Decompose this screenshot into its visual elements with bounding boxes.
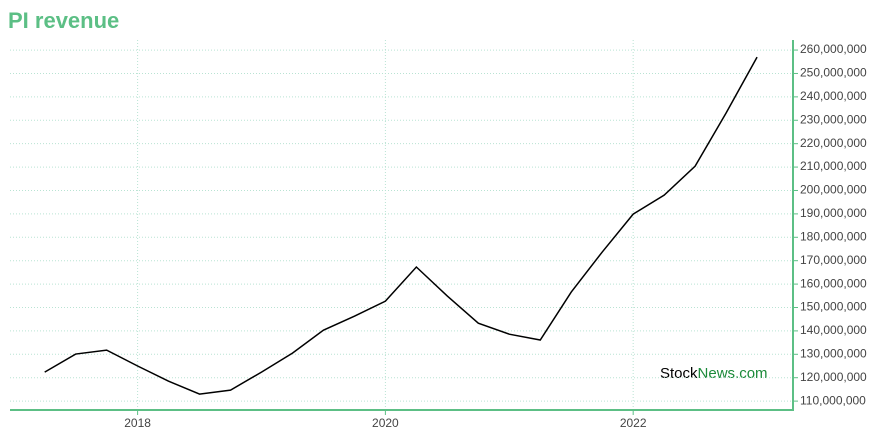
watermark: StockNews.com	[660, 365, 768, 382]
y-tick-label: 180,000,000	[800, 229, 867, 243]
line	[44, 56, 758, 395]
y-tick-label: 240,000,000	[800, 89, 867, 103]
y-tick-label: 230,000,000	[800, 112, 867, 126]
x-tick-label: 2020	[372, 416, 399, 430]
y-tick-label: 140,000,000	[800, 323, 867, 337]
y-tick-label: 250,000,000	[800, 66, 867, 80]
y-tick-label: 190,000,000	[800, 206, 867, 220]
watermark-part: Stock	[660, 365, 698, 382]
y-tick-label: 120,000,000	[800, 370, 867, 384]
y-tick-label: 220,000,000	[800, 136, 867, 150]
x-tick-label: 2018	[124, 416, 151, 430]
y-tick-label: 130,000,000	[800, 346, 867, 360]
y-tick-label: 200,000,000	[800, 183, 867, 197]
y-tick-label: 160,000,000	[800, 276, 867, 290]
x-tick-label: 2022	[620, 416, 647, 430]
chart-title: PI revenue	[8, 8, 119, 33]
y-tick-label: 260,000,000	[800, 42, 867, 56]
y-tick-label: 110,000,000	[800, 393, 866, 407]
watermark-part: News.com	[698, 365, 768, 382]
y-tick-label: 210,000,000	[800, 159, 867, 173]
y-tick-label: 170,000,000	[800, 253, 867, 267]
y-tick-label: 150,000,000	[800, 300, 867, 314]
